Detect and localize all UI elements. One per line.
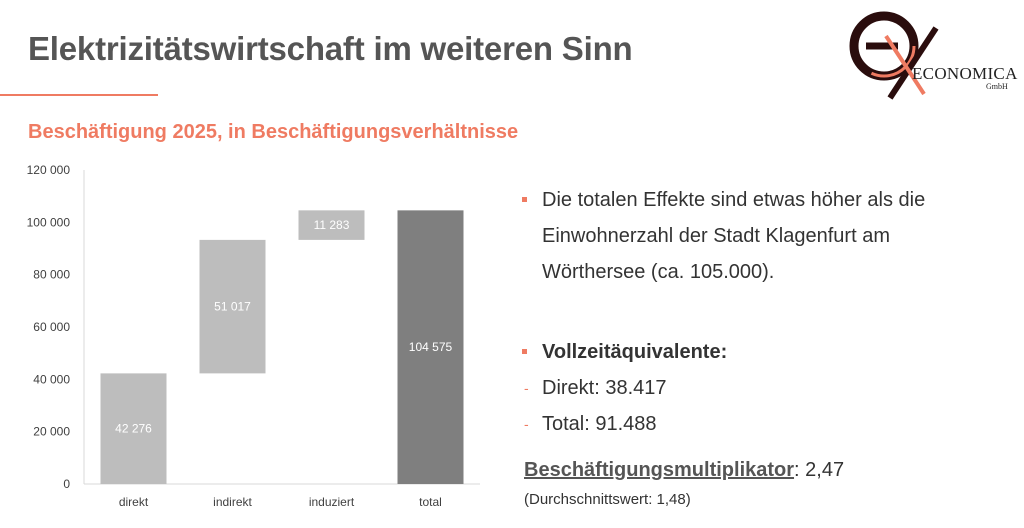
dash-bullet-icon: - [524, 416, 529, 432]
title-underline [0, 94, 158, 96]
data-label-indirekt: 51 017 [214, 300, 251, 314]
y-tick-label: 120 000 [27, 163, 71, 177]
y-tick-label: 60 000 [33, 320, 70, 334]
bullet-list: Die totalen Effekte sind etwas höher als… [522, 182, 992, 442]
y-tick-label: 0 [63, 477, 70, 491]
bullet-item: Die totalen Effekte sind etwas höher als… [522, 182, 992, 290]
vz-heading: Vollzeitäquivalente: [542, 341, 728, 363]
bar-total [397, 210, 464, 484]
bar-indirekt [199, 239, 266, 374]
page-title: Elektrizitätswirtschaft im weiteren Sinn [28, 30, 633, 67]
x-tick-label: indirekt [213, 495, 252, 509]
bullet-text-population: Die totalen Effekte sind etwas höher als… [542, 189, 926, 283]
x-tick-label: total [419, 495, 442, 509]
square-bullet-icon [522, 197, 527, 202]
y-tick-label: 80 000 [33, 268, 70, 282]
y-tick-label: 40 000 [33, 372, 70, 386]
multiplier-label: Beschäftigungsmultiplikator [524, 459, 795, 481]
waterfall-chart: 0 20 000 40 000 60 000 80 000 100 000 120 000 4… [27, 163, 480, 509]
sub-bullet-item: - Total: 91.488 [522, 406, 992, 442]
square-bullet-icon [522, 349, 527, 354]
logo-wordmark: ECONOMICA [912, 64, 1018, 83]
bullet-item: Vollzeitäquivalente: [522, 334, 992, 370]
multiplier-note: (Durchschnittswert: 1,48) [524, 491, 691, 508]
multiplier-value: : 2,47 [794, 459, 845, 481]
bar-induziert [298, 210, 365, 240]
vz-direkt: Direkt: 38.417 [542, 377, 667, 399]
chart-subtitle: Beschäftigung 2025, in Beschäftigungsver… [28, 121, 519, 143]
logo-subtext: GmbH [986, 82, 1008, 91]
bar-direkt [100, 373, 167, 484]
data-label-induziert: 11 283 [314, 218, 350, 232]
data-label-direkt: 42 276 [115, 422, 152, 436]
y-tick-label: 20 000 [33, 425, 70, 439]
y-tick-label: 100 000 [27, 215, 71, 229]
multiplier-line: Beschäftigungsmultiplikator: 2,47 [524, 459, 844, 482]
dash-bullet-icon: - [524, 380, 529, 396]
sub-bullet-item: - Direkt: 38.417 [522, 370, 992, 406]
economica-logo [849, 11, 939, 100]
vz-total: Total: 91.488 [542, 413, 657, 435]
data-label-total: 104 575 [409, 340, 453, 354]
x-tick-label: induziert [309, 495, 355, 509]
x-tick-label: direkt [119, 495, 149, 509]
